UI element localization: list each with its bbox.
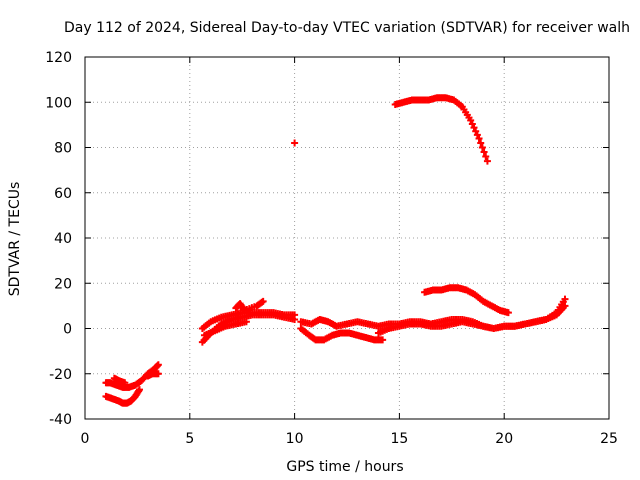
data-point (467, 116, 475, 124)
y-tick-label: 80 (54, 141, 72, 157)
series-track-c (110, 374, 129, 387)
data-point (121, 379, 129, 387)
x-tick-label: 10 (286, 431, 304, 447)
x-tick-label: 5 (185, 431, 194, 447)
data-points (102, 94, 569, 407)
y-tick-label: -20 (49, 367, 72, 383)
x-tick-label: 15 (390, 431, 408, 447)
data-point (504, 309, 512, 317)
series-track-g (200, 318, 250, 339)
series-outlier (291, 139, 299, 147)
x-tick-label: 25 (600, 431, 618, 447)
data-point (242, 318, 250, 326)
data-point (482, 153, 490, 161)
series-track-d (144, 370, 162, 380)
data-point (475, 134, 483, 142)
y-tick-label: 100 (45, 95, 72, 111)
data-point (379, 336, 387, 344)
y-tick-label: 20 (54, 276, 72, 292)
data-point (154, 370, 162, 378)
series-track-f (198, 309, 299, 332)
data-point (470, 124, 478, 132)
series-track-l (406, 295, 569, 332)
grid (85, 57, 609, 419)
tick-labels: 0 5 10 15 20 25 -40 -20 0 20 40 60 80 100 120 (45, 50, 618, 447)
series-track-a (102, 386, 143, 407)
y-tick-label: 0 (63, 322, 72, 338)
y-tick-label: -40 (49, 412, 72, 428)
x-tick-label: 20 (495, 431, 513, 447)
series-track-n (391, 94, 491, 165)
data-point (472, 127, 480, 135)
y-tick-label: 40 (54, 231, 72, 247)
x-axis-label: GPS time / hours (286, 459, 403, 475)
data-point (291, 139, 299, 147)
plot-frame (84, 56, 610, 420)
data-point (135, 386, 143, 394)
chart-title: Day 112 of 2024, Sidereal Day-to-day VTE… (64, 20, 630, 36)
x-tick-label: 0 (81, 431, 90, 447)
data-point (259, 297, 267, 305)
y-tick-label: 60 (54, 186, 72, 202)
data-point (473, 131, 481, 139)
data-point (477, 139, 485, 147)
series-track-m (421, 284, 512, 317)
series-track-h (232, 297, 267, 314)
data-point (483, 157, 491, 165)
data-point (480, 148, 488, 156)
data-point (478, 144, 486, 151)
data-point (154, 361, 162, 369)
data-point (468, 120, 476, 128)
data-point (561, 295, 569, 303)
y-axis-label: SDTVAR / TECUs (7, 182, 23, 297)
data-point (291, 311, 299, 319)
y-tick-label: 120 (45, 50, 72, 66)
series-track-i (297, 325, 387, 344)
